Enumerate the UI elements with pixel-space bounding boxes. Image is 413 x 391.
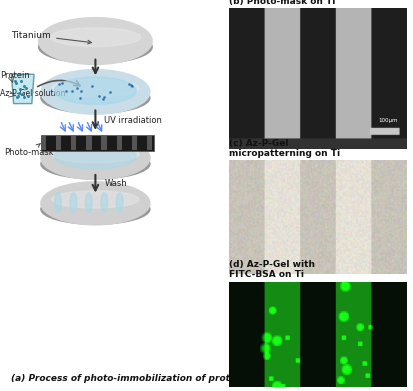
Text: (b) Photo-mask on Ti: (b) Photo-mask on Ti <box>229 0 336 5</box>
Bar <box>147 136 152 150</box>
Bar <box>102 136 107 150</box>
Ellipse shape <box>52 79 139 97</box>
Ellipse shape <box>41 82 150 113</box>
Ellipse shape <box>50 28 141 47</box>
Text: Wash: Wash <box>104 179 127 188</box>
Ellipse shape <box>41 70 150 114</box>
Ellipse shape <box>85 193 92 212</box>
Text: Photo-mask: Photo-mask <box>5 143 54 157</box>
Ellipse shape <box>55 193 62 212</box>
Bar <box>71 136 76 150</box>
Text: UV irradiation: UV irradiation <box>104 116 162 125</box>
Ellipse shape <box>41 149 150 179</box>
Ellipse shape <box>52 145 139 163</box>
Ellipse shape <box>55 77 136 104</box>
Bar <box>56 136 61 150</box>
Bar <box>116 136 122 150</box>
Polygon shape <box>12 74 34 104</box>
Ellipse shape <box>39 18 152 65</box>
Text: Az-P-Gel solution: Az-P-Gel solution <box>0 89 65 98</box>
Ellipse shape <box>101 193 108 212</box>
Text: Protein: Protein <box>0 71 30 80</box>
Text: 100μm: 100μm <box>378 118 398 123</box>
Bar <box>86 136 92 150</box>
Ellipse shape <box>39 30 152 63</box>
Ellipse shape <box>52 191 139 208</box>
Ellipse shape <box>70 193 77 212</box>
FancyBboxPatch shape <box>41 135 154 151</box>
Ellipse shape <box>55 143 136 169</box>
Ellipse shape <box>41 194 150 224</box>
Text: (d) Az-P-Gel with
FITC-BSA on Ti: (d) Az-P-Gel with FITC-BSA on Ti <box>229 260 315 279</box>
Text: Titanium: Titanium <box>12 30 91 44</box>
Ellipse shape <box>41 136 150 179</box>
Ellipse shape <box>116 193 123 212</box>
Bar <box>132 136 137 150</box>
Text: (c) Az-P-Gel
micropatterning on Ti: (c) Az-P-Gel micropatterning on Ti <box>229 139 340 158</box>
Ellipse shape <box>41 182 150 225</box>
Bar <box>41 136 46 150</box>
Text: (a) Process of photo-immobilization of protein: (a) Process of photo-immobilization of p… <box>12 374 246 383</box>
